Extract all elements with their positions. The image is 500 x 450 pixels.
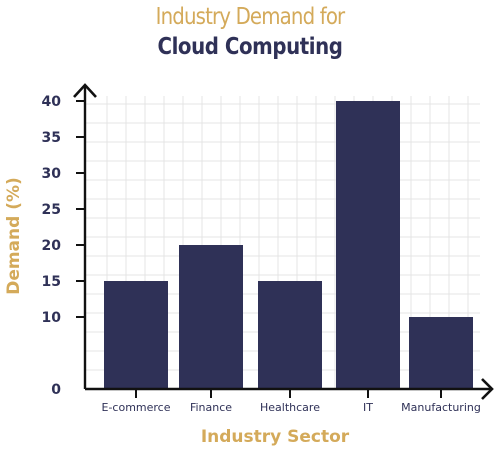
x-axis-title: Industry Sector [201, 427, 350, 447]
y-tick-label: 35 [42, 130, 61, 146]
x-tick-label: Finance [190, 401, 232, 414]
bar-layer [104, 101, 473, 389]
label-layer: 0 10 15 20 25 30 35 40 E-commerce Finance Healthca… [42, 94, 481, 414]
axis-layer [73, 83, 494, 400]
x-tick-label: Healthcare [260, 401, 320, 414]
x-tick-label: E-commerce [102, 401, 171, 414]
x-tick-label: Manufacturing [401, 401, 481, 414]
bar-e-commerce [104, 281, 168, 389]
bar-finance [179, 245, 243, 389]
y-axis-arrow [73, 83, 97, 98]
y-tick-label: 15 [42, 274, 61, 290]
chart-title-line1: Industry Demand for [155, 4, 346, 30]
y-axis-title: Demand (%) [4, 177, 24, 295]
chart-title-line2: Cloud Computing [157, 34, 343, 60]
y-tick-label: 25 [42, 202, 61, 218]
x-axis-arrow [481, 378, 494, 400]
y-tick-label: 20 [42, 238, 62, 254]
bar-it [336, 101, 400, 389]
x-tick-label: IT [363, 401, 373, 414]
y-tick-label: 10 [42, 310, 62, 326]
bar-manufacturing [409, 317, 473, 389]
y-tick-label: 0 [51, 382, 61, 398]
bar-healthcare [258, 281, 322, 389]
y-tick-label: 30 [42, 166, 62, 182]
y-tick-label: 40 [42, 94, 62, 110]
